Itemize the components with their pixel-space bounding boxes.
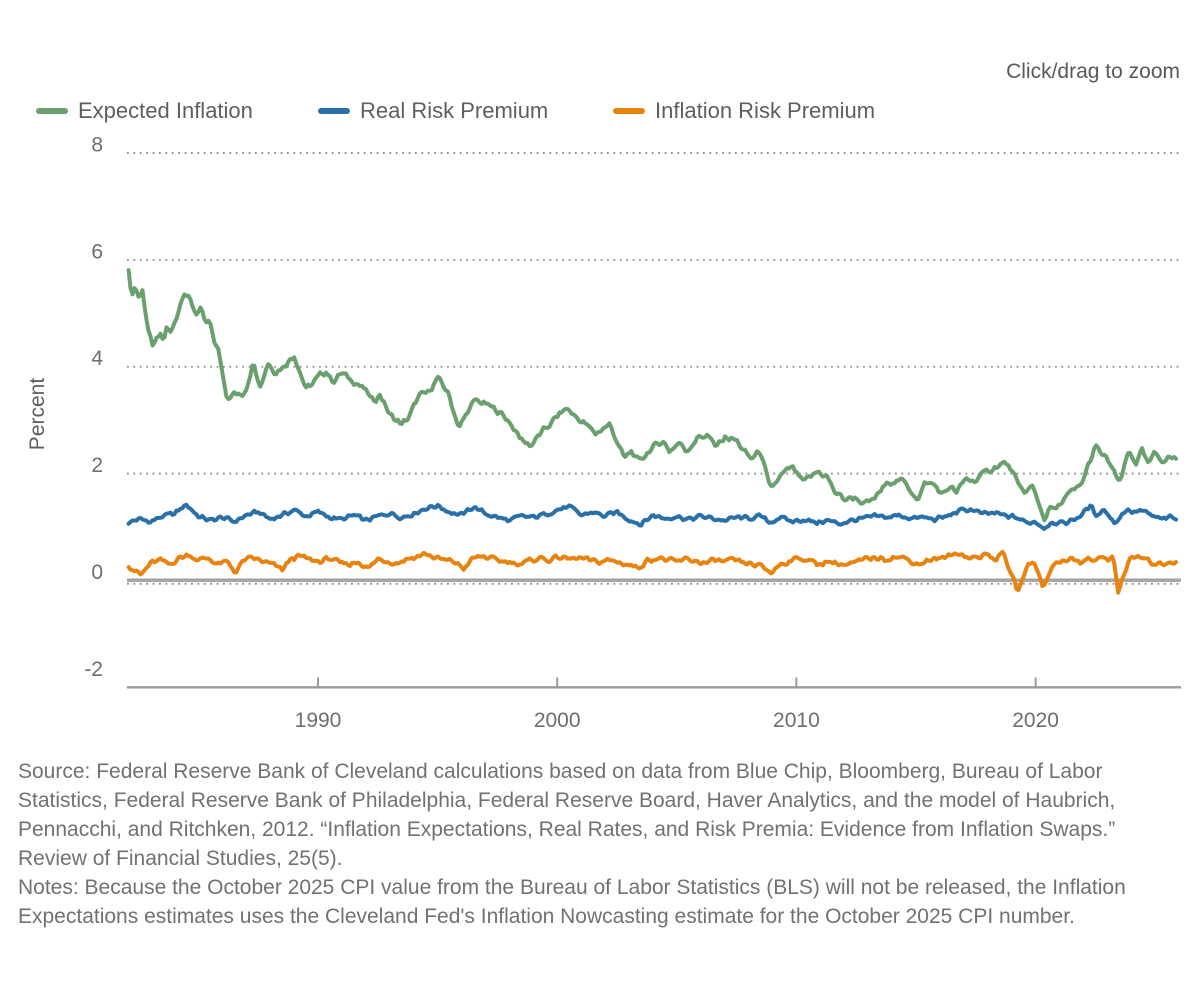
- y-tick-label-8: 8: [91, 134, 103, 157]
- legend-label: Expected Inflation: [78, 98, 253, 123]
- expected-inflation-swatch-icon: [36, 108, 68, 114]
- zoom-hint-text: Click/drag to zoom: [1006, 60, 1180, 83]
- real-risk-premium-swatch-icon: [318, 108, 350, 114]
- legend-item-real-risk-premium[interactable]: Real Risk Premium: [318, 98, 549, 123]
- legend-label: Real Risk Premium: [360, 98, 549, 123]
- x-tick-label-1990: 1990: [295, 709, 342, 732]
- x-tick-label-2020: 2020: [1012, 709, 1059, 732]
- series-line-expected-inflation: [126, 268, 1178, 523]
- y-tick-label-6: 6: [91, 240, 103, 263]
- y-tick-label-0: 0: [91, 561, 103, 584]
- line-chart: 8 6 4 2 0 -2 1990 2000 2010 2020: [84, 134, 1181, 732]
- legend-item-expected-inflation[interactable]: Expected Inflation: [36, 98, 253, 123]
- y-tick-label-4: 4: [91, 347, 103, 370]
- legend-item-inflation-risk-premium[interactable]: Inflation Risk Premium: [613, 98, 876, 123]
- legend-label: Inflation Risk Premium: [655, 98, 876, 123]
- x-tick-label-2000: 2000: [534, 709, 581, 732]
- plot-area[interactable]: [127, 140, 1181, 687]
- inflation-risk-premium-swatch-icon: [613, 108, 645, 114]
- x-tick-label-2010: 2010: [773, 709, 820, 732]
- series-line-inflation-risk-premium: [126, 549, 1178, 595]
- notes-text: Notes: Because the October 2025 CPI valu…: [18, 876, 1126, 928]
- series-line-real-risk-premium: [126, 502, 1178, 531]
- y-tick-label-2: 2: [91, 454, 103, 477]
- y-tick-label--2: -2: [84, 658, 103, 681]
- footer-text-block: Source: Federal Reserve Bank of Clevelan…: [18, 757, 1184, 931]
- source-text: Source: Federal Reserve Bank of Clevelan…: [18, 760, 1116, 870]
